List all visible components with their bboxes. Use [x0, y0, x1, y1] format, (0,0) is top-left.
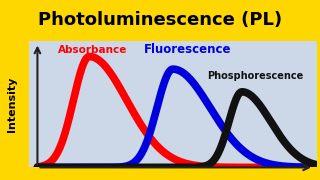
Text: Absorbance: Absorbance — [58, 45, 127, 55]
Text: Intensity: Intensity — [6, 77, 17, 132]
Text: Photoluminescence (PL): Photoluminescence (PL) — [38, 11, 282, 29]
Text: Fluorescence: Fluorescence — [144, 43, 231, 56]
Text: Phosphorescence: Phosphorescence — [207, 71, 304, 81]
